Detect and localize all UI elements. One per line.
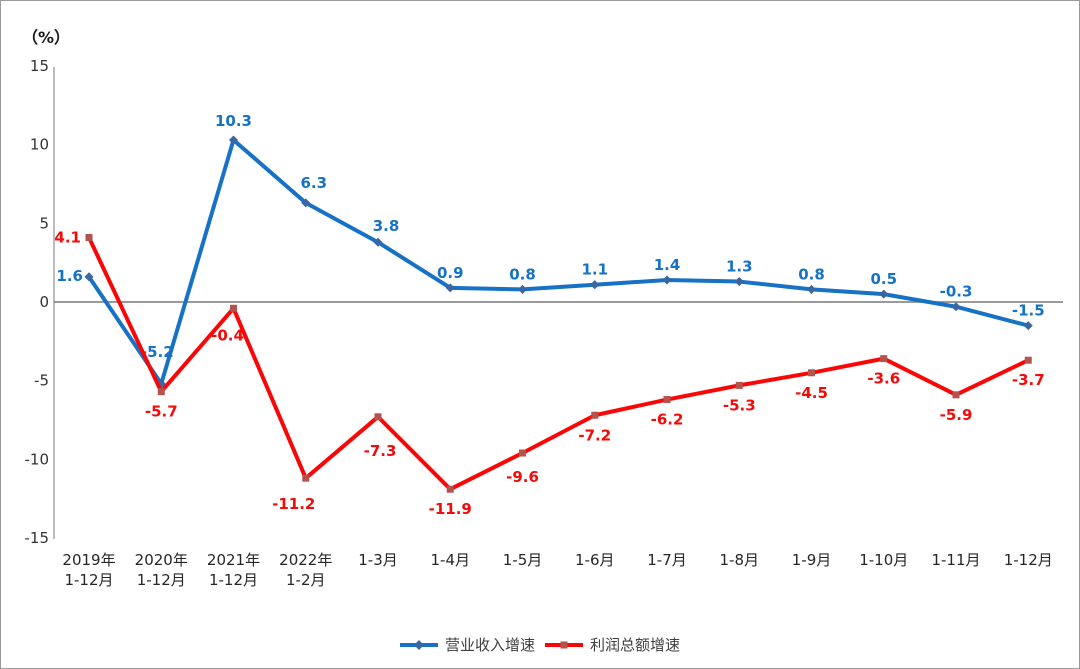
data-point-label: 4.1 (54, 229, 81, 247)
data-point-label: -0.3 (940, 283, 973, 301)
data-point-marker (157, 388, 165, 396)
legend-item-profit: 利润总额增速 (545, 634, 680, 655)
y-tick-label: 15 (30, 57, 49, 75)
x-tick-label: 1-8月 (720, 551, 760, 569)
data-point-marker (591, 411, 599, 419)
data-point-label: -6.2 (651, 411, 684, 429)
data-point-label: -3.6 (867, 370, 900, 388)
x-tick-label: 2022年 1-2月 (279, 551, 332, 589)
data-point-label: 1.3 (726, 258, 753, 276)
series-line (87, 137, 1031, 386)
y-tick-label: 5 (39, 214, 49, 232)
data-point-marker (734, 277, 744, 287)
data-point-marker (879, 289, 889, 299)
data-point-marker (1023, 321, 1033, 331)
data-point-marker (662, 275, 672, 285)
y-tick-label: -10 (25, 450, 50, 468)
data-point-label: 1.1 (581, 261, 608, 279)
data-point-label: 0.5 (870, 270, 897, 288)
square-marker-icon (560, 641, 568, 648)
data-point-label: -4.5 (795, 384, 828, 402)
plot-area: 15 10 5 0 -5 -10 -15 2019年 1-12月 2020年 1-12月 2021年 1… (25, 57, 1063, 589)
data-point-label: -1.5 (1012, 302, 1045, 320)
data-point-label: -5.7 (145, 403, 178, 421)
data-point-label: 6.3 (300, 174, 327, 192)
data-point-label: -7.2 (578, 426, 611, 444)
profit-line-swatch (545, 641, 583, 648)
x-tick-label: 1-12月 (1004, 551, 1053, 569)
x-tick-label: 1-6月 (575, 551, 615, 569)
data-point-label: -5.3 (723, 396, 756, 414)
data-point-marker (880, 355, 888, 363)
x-tick-label: 1-5月 (503, 551, 543, 569)
x-tick-label: 1-11月 (931, 551, 980, 569)
y-tick-label: -5 (34, 372, 49, 390)
data-point-label: -5.2 (141, 343, 174, 361)
unit-label: （%） (22, 28, 70, 47)
data-point-label: -7.3 (364, 442, 397, 460)
diamond-marker-icon (414, 639, 424, 650)
data-point-label: -9.6 (506, 468, 539, 486)
y-tick-label: 0 (39, 293, 49, 311)
x-tick-label: 2019年 1-12月 (62, 551, 115, 589)
data-point-marker (951, 302, 961, 312)
x-tick-label: 2021年 1-12月 (207, 551, 260, 589)
legend: 营业收入增速 利润总额增速 (399, 634, 680, 655)
revenue-line-swatch (399, 639, 438, 650)
data-point-label: -0.4 (211, 326, 244, 344)
series-profit: 4.1 -5.7 -0.4 -11.2 -7.3 -11.9 -9.6 -7.2 -6.2 -5.… (54, 229, 1044, 519)
series-revenue: 1.6 -5.2 10.3 6.3 3.8 0.9 0.8 1.1 1.4 1.3 0.8 0.5 -0… (56, 112, 1045, 389)
data-point-marker (85, 234, 93, 242)
data-point-label: -11.9 (429, 500, 472, 518)
x-tick-label: 2020年 1-12月 (135, 551, 188, 589)
data-point-label: -11.2 (272, 495, 315, 513)
y-tick-label: 10 (30, 136, 49, 154)
data-point-marker (302, 474, 310, 482)
data-point-label: 1.4 (654, 256, 681, 274)
data-point-marker (1024, 356, 1032, 364)
data-point-label: 0.8 (798, 265, 825, 283)
y-tick-label: -15 (25, 529, 50, 547)
data-point-label: -5.9 (940, 406, 973, 424)
data-point-marker (590, 280, 600, 290)
x-tick-label: 1-7月 (647, 551, 687, 569)
data-point-marker (446, 485, 454, 493)
data-point-marker (230, 304, 237, 312)
x-tick-label: 1-10月 (859, 551, 908, 569)
x-tick-label: 1-9月 (792, 551, 832, 569)
data-point-marker (374, 413, 382, 421)
data-point-marker (808, 369, 815, 377)
series-line (87, 235, 1031, 492)
data-point-label: 3.8 (373, 217, 400, 235)
data-point-marker (952, 391, 960, 399)
legend-label-revenue: 营业收入增速 (444, 636, 535, 654)
x-tick-label: 1-4月 (431, 551, 471, 569)
data-point-label: -3.7 (1012, 371, 1045, 389)
data-point-marker (735, 381, 743, 389)
data-point-marker (519, 449, 526, 457)
data-point-marker (663, 396, 671, 404)
legend-label-profit: 利润总额增速 (590, 636, 681, 654)
data-point-marker (228, 135, 239, 145)
data-point-label: 10.3 (215, 112, 252, 130)
legend-item-revenue: 营业收入增速 (399, 634, 535, 655)
data-point-marker (517, 284, 528, 294)
data-point-label: 1.6 (56, 267, 83, 285)
data-point-label: 0.9 (437, 264, 464, 282)
data-point-marker (806, 284, 817, 294)
x-tick-label: 1-3月 (358, 551, 398, 569)
data-point-label: 0.8 (509, 265, 536, 283)
